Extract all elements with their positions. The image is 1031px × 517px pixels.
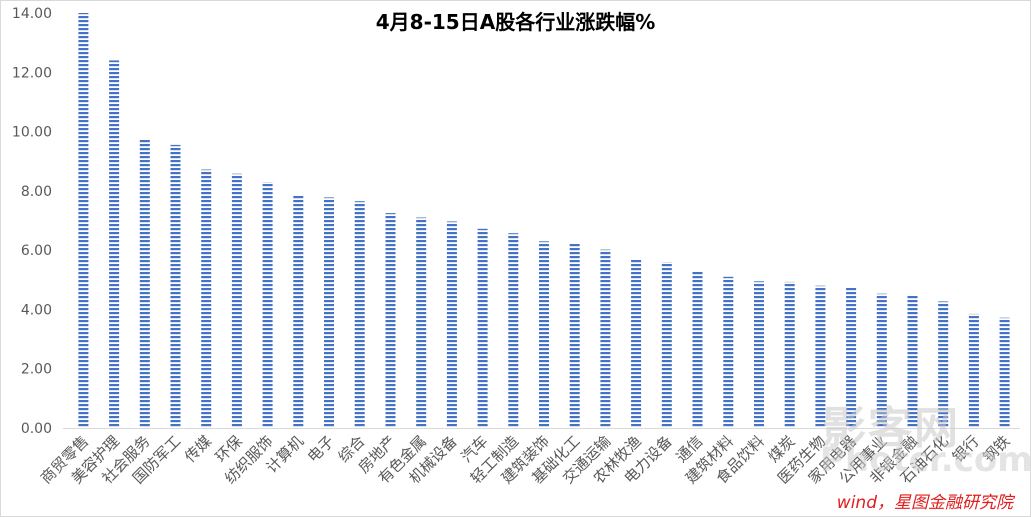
bar [539,241,549,429]
bar [723,276,734,428]
bar [569,243,580,428]
bar [324,197,334,428]
bar [477,228,488,428]
bar [631,259,642,428]
bar [293,195,304,428]
y-tick-label: 8.00 [21,184,52,200]
y-tick-label: 2.00 [21,362,52,378]
x-tick-label: 传媒 [181,432,215,466]
bar [78,13,89,428]
bar [416,217,427,428]
bar [692,270,703,428]
bar [968,313,979,428]
bar [139,139,150,428]
bar [999,317,1010,428]
bar [508,233,519,428]
y-tick-label: 6.00 [21,243,52,259]
bar [600,249,611,428]
bar [846,287,857,428]
bar [385,213,396,428]
bar [754,281,764,428]
bar [109,60,120,429]
bar [907,295,918,428]
bar [815,285,826,428]
bar [446,221,457,428]
bar [170,144,181,428]
bar [354,201,365,428]
bars [78,13,1010,429]
y-axis: 0.00 2.00 4.00 6.00 8.00 10.00 12.00 14.00 [12,6,1020,437]
y-tick-label: 0.00 [21,421,52,437]
bar [784,281,795,428]
source-note: wind，星图金融研究院 [836,493,1013,513]
x-tick-label: 钢铁 [980,432,1014,466]
bar [262,182,273,428]
y-tick-label: 10.00 [12,125,52,141]
x-tick-label: 银行 [949,432,983,466]
bar [876,293,887,428]
x-axis-labels: 商贸零售美容护理社会服务国防军工传媒环保纺织服饰计算机电子综合房地产有色金属机械… [37,432,1013,487]
y-tick-label: 14.00 [12,6,52,22]
bar [231,173,242,428]
bar [201,169,212,428]
bar [938,301,949,428]
y-tick-label: 12.00 [12,65,52,81]
bar [661,262,672,428]
chart-title: 4月8-15日A股各行业涨跌幅% [375,10,656,34]
y-tick-label: 4.00 [21,302,52,318]
x-tick-label: 电子 [304,432,338,466]
